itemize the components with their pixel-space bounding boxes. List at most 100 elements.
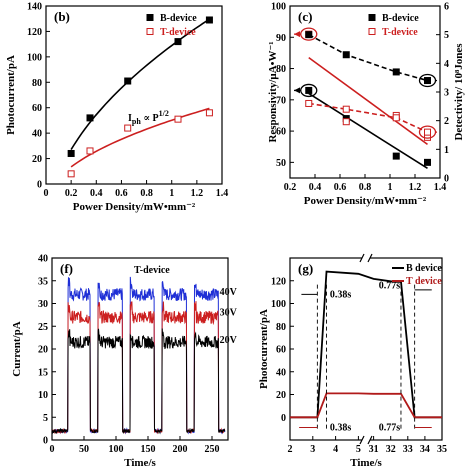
y-tick-label: 0: [43, 436, 48, 447]
y-tick-label: 100: [271, 299, 286, 310]
x-tick-label: 5: [356, 444, 361, 455]
y-tick-label: 20: [32, 154, 42, 165]
y2-axis-label: Detectivity/ 10⁸Jones: [453, 43, 465, 141]
x-tick-label: 1.2: [191, 188, 204, 199]
voltage-label: 20V: [220, 335, 238, 346]
legend-entry: B device: [406, 263, 442, 274]
x-tick-label: 1.4: [216, 188, 229, 199]
data-point: [342, 51, 350, 59]
fit-curve-t: [70, 107, 210, 168]
legend-marker: [368, 14, 376, 21]
y2-tick-label: 2: [444, 116, 449, 127]
data-point: [392, 68, 400, 76]
voltage-label: 40V: [220, 287, 238, 298]
y-tick-label: 40: [276, 367, 286, 378]
y-tick-label: 50: [276, 158, 286, 169]
y-tick-label: 80: [276, 64, 286, 75]
x-tick-label: 35: [437, 444, 447, 455]
annotation-part: I: [128, 113, 132, 124]
y-tick-label: 80: [32, 78, 42, 89]
y-axis-label: Current/pA: [11, 321, 23, 376]
legend-entry: T-device: [382, 27, 418, 38]
panel-label: (c): [298, 9, 312, 24]
x-tick-label: 0: [50, 444, 55, 455]
axis-break-mark: [367, 253, 373, 263]
data-point: [424, 77, 431, 85]
legend-marker: [146, 28, 154, 35]
axis-break-gap-top: [362, 255, 370, 261]
y2-tick-label: 3: [444, 88, 449, 99]
rise-time-label: 0.38s: [330, 289, 352, 300]
x-tick-label: 0.6: [115, 188, 128, 199]
y-tick-label: 60: [276, 345, 286, 356]
x-axis-label: Time/s: [350, 457, 382, 469]
legend-entry: B-device: [382, 13, 419, 24]
plot-frame: [51, 257, 229, 441]
data-point: [342, 118, 350, 126]
arrowhead-left-b: [294, 87, 300, 94]
panel-title: T-device: [134, 265, 170, 276]
y-tick-label: 20: [38, 345, 48, 356]
x-tick-label: 32: [386, 444, 396, 455]
x-tick-label: 1: [169, 188, 174, 199]
axis-break-mark: [359, 435, 365, 445]
panel-label: (b): [54, 9, 70, 24]
y2-tick-label: 0: [444, 174, 449, 185]
axis-break-mark: [359, 253, 365, 263]
y-tick-label: 70: [276, 95, 286, 106]
x-tick-label: 200: [173, 444, 188, 455]
axis-break-mark: [367, 435, 373, 445]
data-point: [124, 77, 132, 85]
x-tick-label: 50: [79, 444, 89, 455]
x-tick-label: 0.4: [90, 188, 103, 199]
x-tick-label: 4: [333, 444, 338, 455]
y-tick-label: 60: [276, 127, 286, 138]
y-tick-label: 10: [38, 390, 48, 401]
data-point: [174, 38, 182, 46]
data-point: [67, 149, 75, 157]
y-tick-label: 35: [38, 276, 48, 287]
y-tick-label: 40: [38, 254, 48, 265]
x-tick-label: 1: [388, 182, 393, 193]
x-tick-label: 0.8: [359, 182, 372, 193]
x-tick-label: 33: [403, 444, 413, 455]
y-tick-label: 15: [38, 367, 48, 378]
voltage-label: 30V: [220, 308, 238, 319]
trace-t-device: [290, 392, 442, 419]
trace-30V: [51, 301, 226, 435]
data-point: [67, 170, 75, 178]
x-tick-label: 1.4: [434, 182, 447, 193]
y-tick-label: 40: [32, 129, 42, 140]
data-point: [86, 147, 94, 155]
y2-tick-label: 5: [444, 30, 449, 41]
data-point: [424, 128, 431, 136]
data-point: [392, 114, 400, 122]
x-tick-label: 100: [109, 444, 124, 455]
data-point: [86, 114, 94, 122]
annotation-part: ph: [132, 117, 141, 126]
legend-entry: B-device: [160, 13, 197, 24]
x-tick-label: 0.4: [309, 182, 322, 193]
legend-entry: T-device: [160, 27, 196, 38]
legend-entry: T device: [406, 276, 442, 287]
y-tick-label: 80: [276, 322, 286, 333]
arrowhead-left-t: [294, 31, 300, 38]
data-point: [424, 158, 431, 166]
y2-tick-label: 1: [444, 145, 449, 156]
trace-20V: [51, 328, 226, 435]
y-tick-label: 100: [271, 2, 286, 13]
y-tick-label: 5: [43, 413, 48, 424]
y-axis-label: Photocurrent/pA: [258, 309, 270, 389]
x-tick-label: 0.6: [334, 182, 347, 193]
y-tick-label: 90: [276, 33, 286, 44]
y-tick-label: 140: [27, 2, 42, 13]
data-point: [342, 105, 350, 113]
x-tick-label: 0: [44, 188, 49, 199]
y2-tick-label: 4: [444, 59, 449, 70]
fall-time-label-t: 0.77s: [379, 422, 401, 433]
plot-frame: [45, 5, 223, 185]
panel-b: 0 0.2 0.4 0.6 0.8 1 1.2 1.4 0 20 40 60 80 100 120 140 Po…: [5, 2, 228, 214]
data-point: [174, 115, 182, 123]
power-law-annotation: Iph ∝ P1/2: [128, 109, 169, 126]
